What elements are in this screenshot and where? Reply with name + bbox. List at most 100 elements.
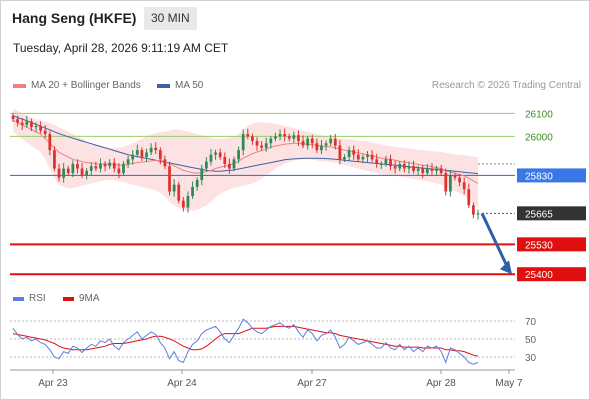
- candle-body: [154, 147, 158, 151]
- candle-body: [126, 159, 130, 164]
- candle-body: [476, 213, 480, 215]
- candle-body: [324, 143, 328, 146]
- candle-body: [103, 163, 107, 167]
- candle-body: [195, 180, 199, 187]
- candle-body: [89, 166, 93, 171]
- candle-body: [287, 136, 291, 139]
- candle-body: [260, 145, 263, 148]
- candle-body: [11, 115, 15, 120]
- support-label-25530: 25530: [525, 240, 553, 251]
- current-price-tag: [517, 206, 586, 221]
- support-tag-25400: [517, 267, 586, 282]
- candle-body: [117, 168, 121, 174]
- candle-body: [375, 159, 379, 164]
- candle-body: [444, 173, 448, 192]
- candle-body: [25, 121, 29, 125]
- candle-body: [30, 121, 33, 128]
- candle-body: [366, 154, 369, 158]
- rsi-ma-line: [12, 325, 479, 357]
- candle-body: [283, 134, 287, 137]
- candle-body: [62, 168, 66, 178]
- candle-body: [453, 175, 457, 178]
- candle-body: [71, 163, 75, 174]
- candle-body: [80, 168, 84, 176]
- candle-body: [66, 168, 70, 174]
- candle-body: [39, 126, 43, 131]
- candle-body: [204, 161, 208, 169]
- pivot-label: 25830: [525, 171, 553, 182]
- legend-ma20: MA 20 + Bollinger Bands: [13, 80, 141, 91]
- candle-body: [94, 166, 98, 169]
- candle-body: [435, 168, 438, 171]
- candle-body: [43, 130, 47, 135]
- candle-body: [209, 154, 213, 162]
- candle-body: [402, 163, 406, 169]
- candle-body: [264, 143, 268, 148]
- x-tick-label: May 7: [495, 378, 523, 389]
- candle-body: [191, 186, 194, 197]
- x-tick-label: Apr 27: [297, 378, 327, 389]
- candle-body: [269, 138, 273, 144]
- candle-body: [458, 177, 461, 183]
- candle-body: [163, 159, 167, 167]
- x-tick-label: Apr 23: [38, 378, 68, 389]
- candle-body: [177, 184, 181, 201]
- candle-body: [172, 184, 176, 192]
- candle-body: [48, 134, 52, 151]
- current-price-label: 25665: [525, 209, 553, 220]
- resistance-label-26100: 26100: [525, 109, 553, 120]
- x-tick-label: Apr 24: [167, 378, 197, 389]
- candle-body: [425, 168, 429, 174]
- candle-body: [439, 168, 443, 174]
- ma20-line: [12, 119, 479, 184]
- support-label-25400: 25400: [525, 270, 553, 281]
- candle-body: [306, 138, 310, 146]
- candle-body: [181, 200, 185, 208]
- candle-body: [16, 119, 19, 123]
- legend-rsi-ma-label: 9MA: [79, 293, 100, 304]
- candle-body: [356, 154, 360, 160]
- candle-body: [135, 150, 139, 155]
- candle-body: [140, 150, 144, 158]
- bollinger-band: [13, 108, 478, 211]
- candle-body: [393, 166, 397, 169]
- interval-badge[interactable]: 30 MIN: [144, 7, 197, 30]
- rsi-tick-70: 70: [525, 317, 537, 328]
- candle-body: [122, 163, 125, 174]
- candle-body: [223, 157, 227, 164]
- candle-body: [407, 166, 411, 169]
- candle-body: [214, 152, 217, 155]
- candle-body: [237, 150, 240, 160]
- candle-body: [228, 163, 231, 169]
- forecast-arrow-shaft: [480, 212, 510, 269]
- candle-body: [274, 136, 277, 139]
- candle-body: [168, 166, 171, 192]
- candle-body: [343, 157, 346, 160]
- legend-rsi-label: RSI: [29, 293, 46, 304]
- candle-body: [232, 159, 236, 169]
- x-tick-label: Apr 28: [426, 378, 456, 389]
- rsi-swatch: [13, 296, 24, 301]
- candle-body: [462, 182, 466, 190]
- candle-body: [76, 163, 79, 169]
- candle-body: [338, 145, 342, 160]
- legend-rsi: RSI: [13, 293, 46, 304]
- candle-body: [472, 205, 475, 215]
- candle-body: [158, 150, 162, 160]
- source-credit: Research © 2026 Trading Central: [431, 80, 581, 91]
- candle-body: [85, 170, 89, 176]
- candle-body: [297, 135, 300, 141]
- candle-body: [186, 196, 190, 208]
- ma50-swatch: [157, 83, 170, 88]
- candle-body: [218, 152, 222, 158]
- resistance-label-26000: 26000: [525, 132, 553, 143]
- candle-body: [310, 138, 314, 144]
- candle-body: [379, 163, 383, 165]
- legend-rsi-ma: 9MA: [63, 293, 100, 304]
- rsi-line: [12, 318, 479, 365]
- candle-body: [389, 159, 392, 167]
- candle-body: [320, 145, 323, 151]
- legend-ma50-label: MA 50: [175, 80, 204, 91]
- candle-body: [57, 168, 61, 178]
